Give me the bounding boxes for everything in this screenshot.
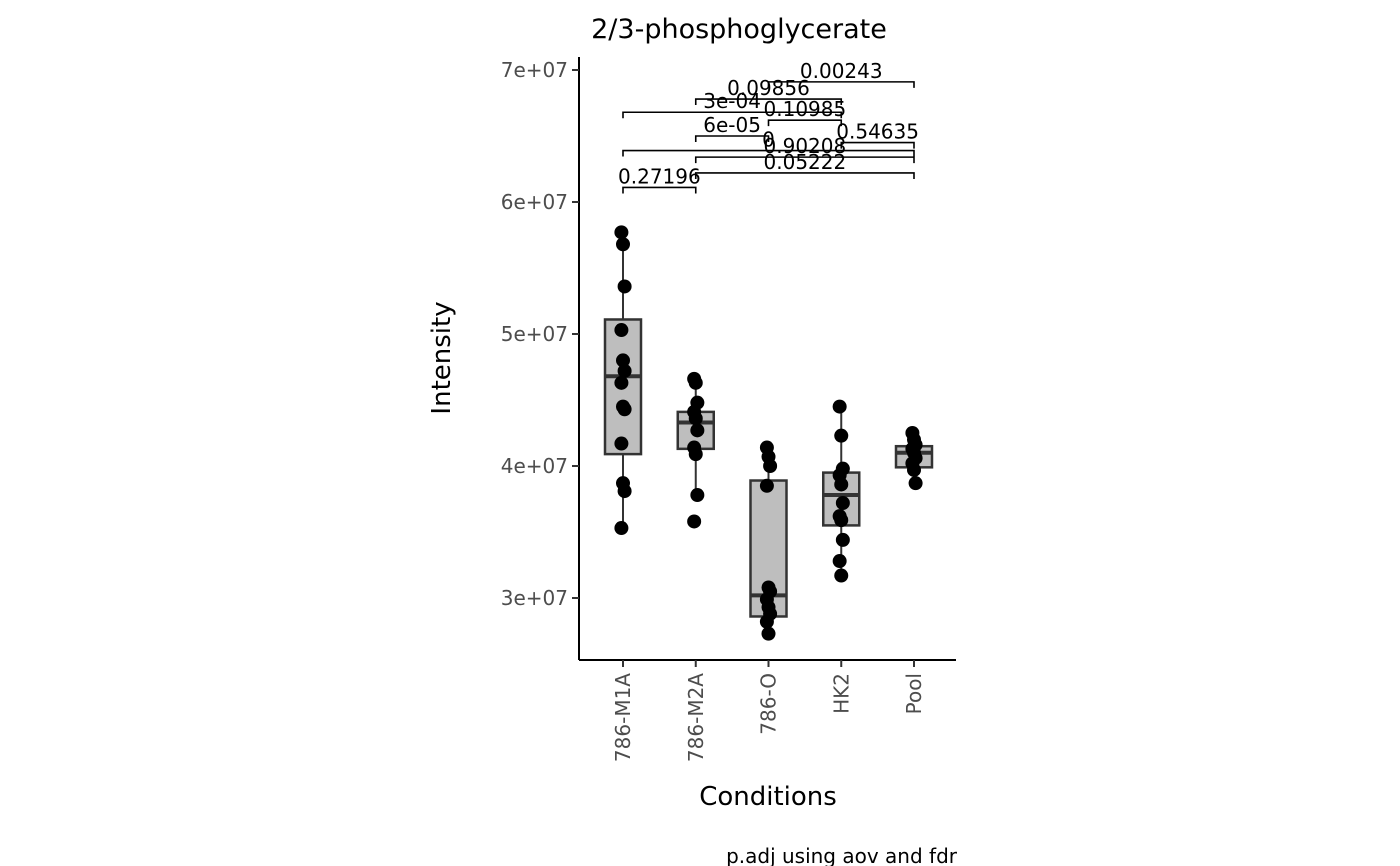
data-point	[617, 363, 632, 378]
significance-bracket	[622, 186, 697, 194]
data-point	[834, 513, 849, 528]
data-point	[617, 279, 632, 294]
p-value-label: 0.09856	[727, 76, 810, 100]
data-point	[617, 402, 632, 417]
p-value-label: 0.05222	[764, 150, 847, 174]
data-point	[763, 459, 778, 473]
data-point	[908, 476, 923, 491]
data-point	[614, 375, 629, 390]
plot-area: 3e+07 4e+07 5e+07 6e+07 7e+07 786-M1A 786-M2A 7…	[501, 57, 956, 762]
data-point	[614, 323, 629, 338]
significance-bracket	[694, 98, 843, 106]
significance-bracket	[767, 119, 843, 127]
y-axis-title: Intensity	[427, 301, 457, 414]
data-point	[614, 521, 629, 536]
data-point	[614, 225, 629, 240]
p-value-label: 0.00243	[800, 59, 883, 83]
data-point	[688, 447, 703, 462]
p-value-label: 0.27196	[618, 164, 701, 188]
y-tick-label: 6e+07	[501, 190, 568, 214]
significance-bracket	[694, 172, 915, 179]
data-point	[688, 375, 703, 390]
data-point	[616, 353, 630, 368]
data-point	[834, 428, 849, 443]
significance-bracket	[694, 135, 770, 142]
significance-bracket	[694, 156, 915, 164]
data-point	[688, 411, 703, 426]
significance-bracket	[622, 149, 915, 157]
data-point	[616, 237, 630, 252]
p-value-label: 6e-05	[703, 113, 761, 137]
x-tick-label: 786-M1A	[611, 673, 635, 762]
x-tick-label: Pool	[902, 673, 926, 714]
data-point	[761, 626, 776, 641]
data-point	[832, 399, 847, 414]
y-tick-label: 3e+07	[501, 586, 568, 610]
data-point	[835, 532, 850, 547]
significance-bracket	[622, 111, 843, 119]
x-axis-title: Conditions	[699, 782, 837, 812]
data-point	[690, 488, 705, 503]
x-tick-label: 786-M2A	[684, 673, 708, 762]
data-point	[614, 436, 629, 451]
x-tick-label: HK2	[829, 673, 853, 714]
y-tick-label: 4e+07	[501, 454, 568, 478]
data-point	[690, 423, 705, 438]
significance-bracket	[767, 81, 915, 88]
x-tick-label: 786-O	[757, 673, 781, 735]
data-point	[759, 614, 774, 629]
chart-title: 2/3-phosphoglycerate	[591, 14, 887, 45]
data-point	[617, 484, 632, 499]
p-value-label: 0.10985	[764, 97, 847, 121]
p-value-label: 3e-04	[703, 89, 761, 113]
y-tick-label: 7e+07	[501, 58, 568, 82]
data-point	[834, 477, 849, 492]
significance-bracket	[840, 141, 915, 149]
p-value-label: 0.90208	[764, 134, 847, 158]
data-point	[834, 568, 849, 583]
data-point	[687, 514, 702, 529]
data-point	[759, 478, 774, 493]
y-axis-title-group: Intensity	[427, 301, 457, 414]
p-value-label: 0.54635	[836, 120, 919, 144]
y-tick-label: 5e+07	[501, 322, 568, 346]
chart-caption: p.adj using aov and fdr	[726, 844, 958, 866]
data-point	[835, 495, 850, 510]
data-point	[907, 462, 921, 477]
data-point	[832, 554, 847, 569]
